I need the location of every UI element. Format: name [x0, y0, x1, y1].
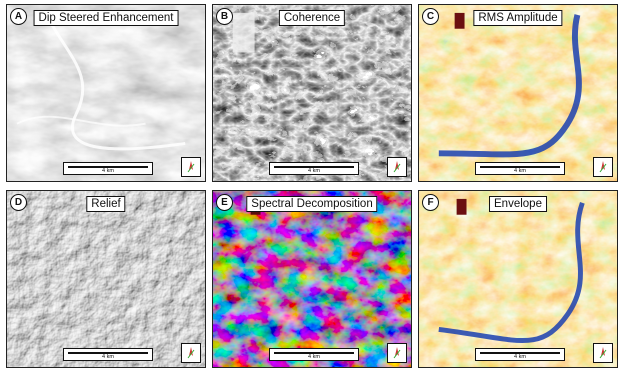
panel-envelope: F Envelope 4 km [418, 190, 618, 368]
scale-bar: 4 km [269, 348, 359, 361]
panel-letter: D [10, 194, 27, 211]
panel-title: RMS Amplitude [473, 10, 563, 26]
north-arrow-icon [387, 157, 407, 177]
scale-label: 4 km [102, 354, 114, 360]
seismic-image [419, 191, 617, 367]
figure-grid: A Dip Steered Enhancement 4 km B Coheren… [6, 4, 618, 370]
panel-title: Envelope [489, 196, 547, 212]
panel-title: Relief [86, 196, 126, 212]
panel-coherence: B Coherence 4 km [212, 4, 412, 182]
panel-spectral-decomposition: E Spectral Decomposition 4 km [212, 190, 412, 368]
north-arrow-icon [181, 157, 201, 177]
panel-title: Coherence [278, 10, 346, 26]
north-arrow-icon [593, 157, 613, 177]
scale-label: 4 km [102, 168, 114, 174]
scale-bar: 4 km [475, 162, 565, 175]
panel-rms-amplitude: C RMS Amplitude 4 km [418, 4, 618, 182]
scale-label: 4 km [514, 354, 526, 360]
panel-letter: E [216, 194, 233, 211]
scale-bar: 4 km [269, 162, 359, 175]
scale-label: 4 km [308, 354, 320, 360]
scale-bar: 4 km [63, 162, 153, 175]
north-arrow-icon [181, 343, 201, 363]
scale-bar: 4 km [63, 348, 153, 361]
scale-bar: 4 km [475, 348, 565, 361]
seismic-image [7, 191, 205, 367]
north-arrow-icon [387, 343, 407, 363]
panel-letter: B [216, 8, 233, 25]
scale-label: 4 km [514, 168, 526, 174]
north-arrow-icon [593, 343, 613, 363]
seismic-image [7, 5, 205, 181]
panel-letter: A [10, 8, 27, 25]
panel-title: Dip Steered Enhancement [33, 10, 179, 26]
scale-label: 4 km [308, 168, 320, 174]
panel-letter: C [422, 8, 439, 25]
seismic-image [213, 191, 411, 367]
panel-title: Spectral Decomposition [246, 196, 378, 212]
panel-relief: D Relief 4 km [6, 190, 206, 368]
panel-dip-steered-enhancement: A Dip Steered Enhancement 4 km [6, 4, 206, 182]
seismic-image [213, 5, 411, 181]
seismic-image [419, 5, 617, 181]
panel-letter: F [422, 194, 439, 211]
